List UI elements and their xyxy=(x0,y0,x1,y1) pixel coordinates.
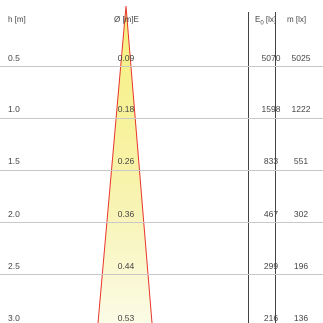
column-divider-em xyxy=(275,12,276,323)
row-divider xyxy=(0,170,323,171)
row-e0: 1598 xyxy=(261,104,281,114)
row-diameter: 0.53 xyxy=(117,313,135,323)
row-divider xyxy=(0,274,323,275)
row-divider xyxy=(0,222,323,223)
light-cone-fill xyxy=(98,6,152,323)
row-e0: 467 xyxy=(263,209,279,219)
header-em: m [lx] xyxy=(287,15,307,24)
row-diameter: 0.36 xyxy=(117,209,135,219)
row-e0: 5070 xyxy=(261,53,281,63)
row-e0: 299 xyxy=(263,261,279,271)
row-em: 551 xyxy=(293,156,309,166)
row-height: 1.5 xyxy=(8,156,20,166)
row-em: 1222 xyxy=(291,104,311,114)
header-diameter: Ø [m]E xyxy=(114,15,139,24)
light-cone-left-edge xyxy=(97,5,127,323)
row-diameter: 0.18 xyxy=(117,104,135,114)
row-em: 136 xyxy=(293,313,309,323)
row-diameter: 0.44 xyxy=(117,261,135,271)
row-height: 3.0 xyxy=(8,313,20,323)
header-height: h [m] xyxy=(8,15,26,24)
row-em: 302 xyxy=(293,209,309,219)
row-divider xyxy=(0,118,323,119)
row-height: 1.0 xyxy=(8,104,20,114)
light-cone-right-edge xyxy=(125,5,153,323)
row-height: 0.5 xyxy=(8,53,20,63)
row-height: 2.0 xyxy=(8,209,20,219)
row-diameter: 0.09 xyxy=(117,53,135,63)
header-e0: E0 [lx] xyxy=(255,15,277,27)
row-diameter: 0.26 xyxy=(117,156,135,166)
row-divider xyxy=(0,66,323,67)
row-e0: 833 xyxy=(263,156,279,166)
row-em: 196 xyxy=(293,261,309,271)
row-e0: 216 xyxy=(263,313,279,323)
row-height: 2.5 xyxy=(8,261,20,271)
column-divider-e0 xyxy=(248,12,249,323)
row-em: 5025 xyxy=(291,53,311,63)
